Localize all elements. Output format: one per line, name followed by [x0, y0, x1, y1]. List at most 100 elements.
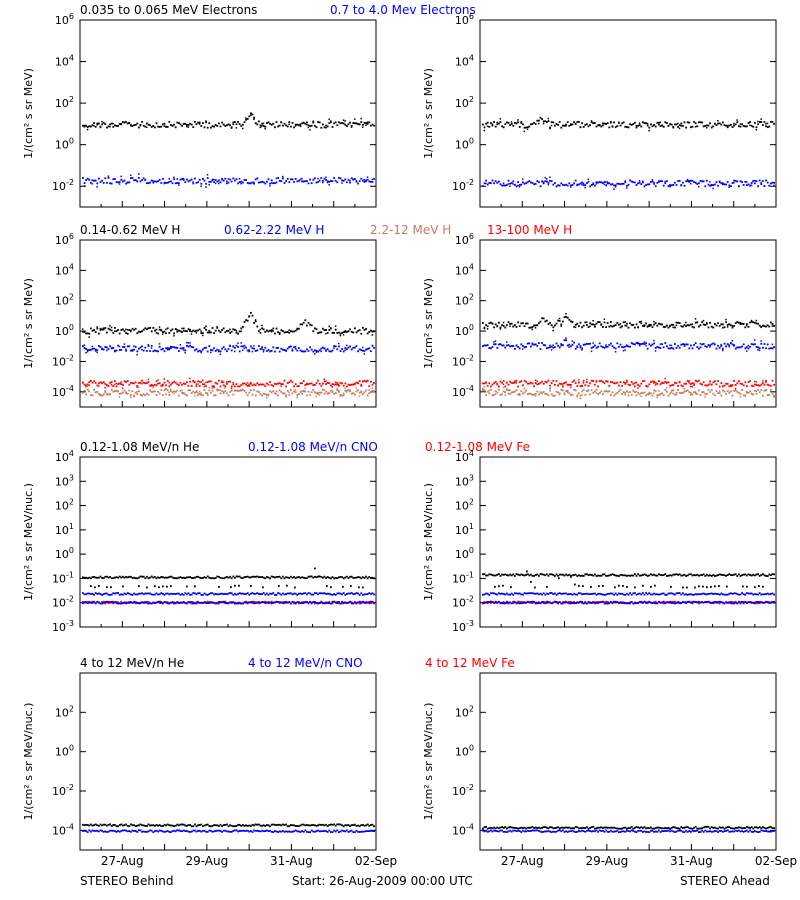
data-point: [306, 382, 308, 385]
data-point: [157, 379, 159, 381]
data-point: [317, 593, 319, 596]
data-point: [512, 382, 515, 384]
data-point: [133, 830, 135, 832]
data-point: [165, 824, 167, 827]
data-point: [538, 382, 540, 385]
data-point: [344, 178, 347, 181]
data-point: [102, 830, 105, 833]
data-point: [266, 601, 268, 604]
data-point: [365, 601, 367, 604]
data-point: [154, 390, 156, 393]
data-point: [597, 181, 599, 184]
data-point: [306, 394, 308, 397]
data-point: [229, 575, 231, 578]
data-point: [659, 180, 662, 183]
data-point: [208, 387, 210, 389]
y-tick-label: 101: [55, 522, 74, 537]
data-point: [339, 350, 342, 352]
data-point: [499, 380, 502, 383]
data-point: [126, 181, 129, 183]
data-point: [190, 593, 193, 596]
data-point: [632, 574, 635, 577]
data-point: [211, 178, 214, 181]
data-point: [690, 344, 692, 347]
data-point: [285, 601, 287, 604]
data-point: [173, 123, 175, 126]
data-point: [611, 345, 614, 347]
data-point: [107, 327, 110, 330]
data-point: [104, 386, 106, 389]
data-point: [597, 124, 599, 127]
data-point: [101, 602, 103, 605]
data-point: [272, 327, 275, 330]
data-point: [96, 824, 99, 827]
data-point: [122, 391, 124, 394]
data-point: [210, 331, 212, 334]
data-point: [691, 602, 694, 605]
data-point: [112, 390, 115, 393]
data-point: [98, 576, 100, 579]
data-point: [240, 389, 242, 392]
data-point: [482, 593, 484, 596]
data-point: [363, 353, 366, 355]
data-point: [750, 320, 753, 323]
data-point: [157, 332, 159, 335]
data-point: [536, 180, 539, 183]
data-point: [128, 389, 131, 392]
data-point: [755, 319, 758, 322]
data-point: [270, 123, 273, 126]
data-point: [502, 593, 505, 595]
data-point: [672, 593, 675, 595]
data-point: [765, 389, 767, 391]
data-point: [366, 176, 369, 178]
data-point: [603, 346, 606, 349]
data-point: [619, 323, 622, 325]
data-point: [198, 601, 201, 604]
data-point: [702, 125, 705, 128]
data-point: [275, 600, 278, 603]
data-point: [200, 125, 203, 127]
data-point: [318, 830, 321, 833]
data-point: [762, 573, 764, 575]
data-point: [654, 584, 656, 587]
data-point: [166, 327, 169, 330]
data-point: [262, 383, 265, 386]
data-point: [755, 322, 758, 325]
data-point: [86, 831, 89, 834]
data-point: [210, 601, 212, 604]
data-point: [336, 181, 339, 184]
data-point: [758, 585, 760, 587]
data-point: [106, 600, 108, 603]
data-point: [726, 574, 729, 576]
data-point: [304, 350, 307, 353]
data-point: [646, 385, 649, 388]
data-point: [291, 178, 294, 181]
data-point: [93, 329, 95, 331]
data-point: [163, 389, 166, 391]
data-point: [306, 121, 308, 124]
data-point: [126, 576, 129, 579]
data-point: [123, 601, 126, 604]
data-point: [690, 323, 692, 326]
data-point: [350, 585, 352, 587]
data-point: [114, 390, 116, 392]
data-point: [347, 123, 350, 126]
data-point: [96, 601, 99, 603]
data-point: [282, 177, 284, 180]
data-point: [757, 593, 759, 596]
data-point: [666, 122, 668, 124]
data-point: [282, 124, 284, 127]
data-point: [518, 602, 521, 605]
data-point: [256, 390, 259, 393]
data-point: [315, 351, 318, 353]
data-point: [642, 592, 644, 594]
data-point: [546, 602, 548, 604]
data-point: [211, 824, 214, 827]
data-point: [267, 348, 270, 351]
y-tick-label: 102: [455, 95, 474, 110]
data-point: [712, 125, 715, 128]
data-point: [726, 343, 729, 346]
data-point: [144, 179, 146, 182]
data-point: [312, 384, 315, 386]
